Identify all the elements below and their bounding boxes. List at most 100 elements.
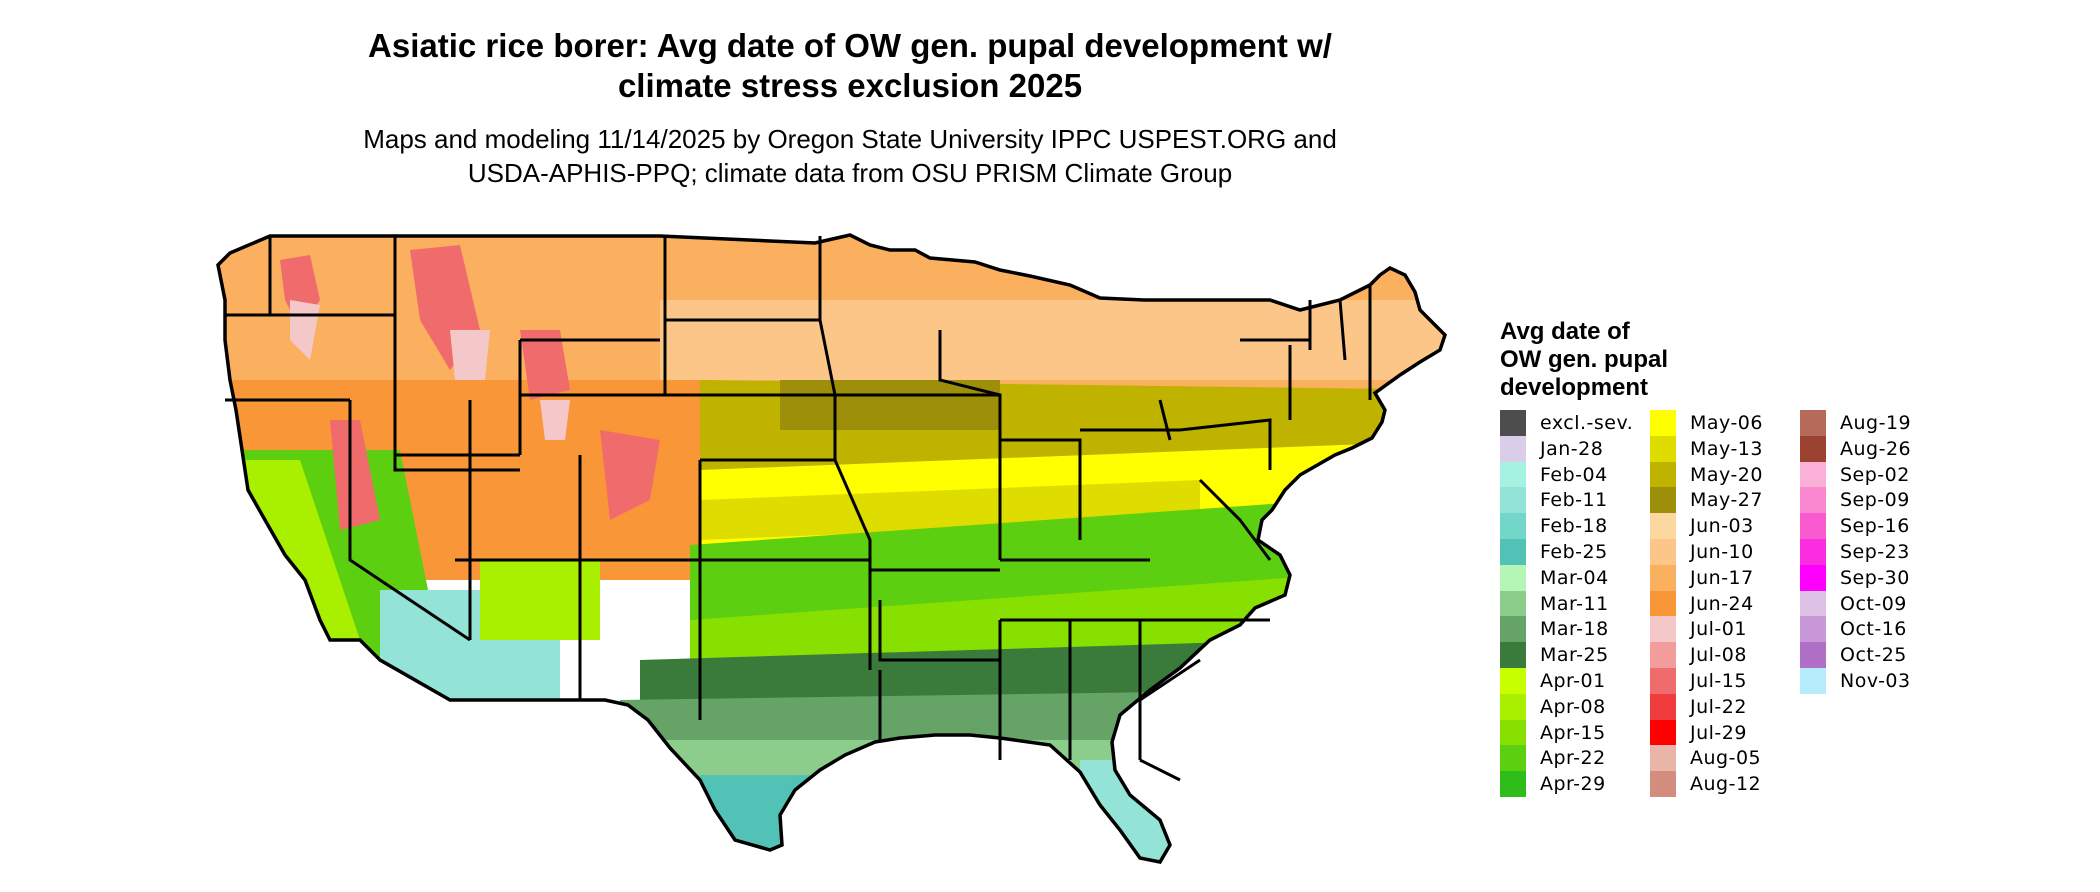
legend-label: May-13 — [1690, 437, 1763, 460]
legend-swatch — [1650, 435, 1676, 462]
legend-item: Aug-26 — [1800, 435, 1950, 462]
legend-label: Sep-09 — [1840, 489, 1910, 512]
legend-item: Oct-25 — [1800, 642, 1950, 668]
legend-label: Jul-15 — [1690, 669, 1747, 692]
az-lime-band — [480, 560, 600, 640]
legend-label: Nov-03 — [1840, 669, 1911, 692]
legend-swatch — [1500, 410, 1526, 436]
legend-item: Jun-24 — [1650, 590, 1800, 617]
map-subtitle-line-2: USDA-APHIS-PPQ; climate data from OSU PR… — [467, 158, 1233, 188]
legend-swatch — [1500, 487, 1526, 514]
legend-swatch — [1500, 667, 1526, 694]
legend-swatch — [1650, 771, 1676, 797]
legend-item: Apr-08 — [1500, 693, 1650, 720]
map-title-line-1: Asiatic rice borer: Avg date of OW gen. … — [368, 27, 1332, 64]
legend-item: May-13 — [1650, 435, 1800, 462]
legend-swatch — [1800, 538, 1826, 565]
legend-item: Feb-25 — [1500, 538, 1650, 565]
legend-item: May-27 — [1650, 487, 1800, 514]
legend-label: May-27 — [1690, 489, 1763, 512]
us-map — [216, 233, 1447, 864]
legend-item: Apr-01 — [1500, 667, 1650, 694]
legend-label: Sep-23 — [1840, 540, 1910, 563]
legend-label: Feb-25 — [1540, 540, 1608, 563]
legend-label: Mar-11 — [1540, 592, 1609, 615]
legend-swatch — [1800, 461, 1826, 488]
legend-title-line-3: development — [1500, 374, 1649, 401]
west-mountain-red — [280, 245, 660, 530]
legend-swatch — [1800, 642, 1826, 668]
legend-title-line-2: OW gen. pupal — [1500, 346, 1668, 373]
legend-label: excl.-sev. — [1540, 412, 1634, 434]
legend-swatch — [1800, 435, 1826, 462]
legend-swatch — [1500, 693, 1526, 720]
legend-swatch — [1500, 435, 1526, 462]
legend-label: Jul-08 — [1690, 644, 1747, 667]
legend-label: Oct-09 — [1840, 592, 1907, 615]
legend-label: May-06 — [1690, 412, 1763, 434]
legend-item: Aug-05 — [1650, 745, 1800, 772]
legend-swatch — [1800, 513, 1826, 539]
north-light-band — [660, 300, 1445, 380]
legend-item: May-06 — [1650, 410, 1800, 436]
legend-swatch — [1650, 487, 1676, 514]
legend-item: Jul-01 — [1650, 616, 1800, 643]
legend-label: Aug-19 — [1840, 412, 1912, 434]
legend-item: Sep-02 — [1800, 461, 1950, 488]
legend-swatch — [1650, 616, 1676, 643]
legend-label: Mar-18 — [1540, 618, 1609, 641]
legend-swatch — [1650, 667, 1676, 694]
legend-item: Jun-17 — [1650, 564, 1800, 591]
legend-label: Mar-25 — [1540, 644, 1609, 667]
legend-item: Jul-08 — [1650, 642, 1800, 668]
legend-item: May-20 — [1650, 461, 1800, 488]
legend-item: Apr-22 — [1500, 745, 1650, 772]
legend-column: excl.-sev. Jan-28 Feb-04 Feb-11 Feb-18 Feb-25… — [1500, 410, 1650, 797]
legend-swatch — [1800, 487, 1826, 514]
legend-swatch — [1650, 719, 1676, 746]
legend-label: Aug-26 — [1840, 437, 1912, 460]
legend-label: Jul-01 — [1690, 618, 1747, 641]
legend-swatch — [1650, 461, 1676, 488]
map-title: Asiatic rice borer: Avg date of OW gen. … — [300, 26, 1400, 106]
legend-item: Nov-03 — [1800, 667, 1950, 694]
legend-item: Mar-25 — [1500, 642, 1650, 668]
legend-label: Mar-04 — [1540, 566, 1609, 589]
legend-swatch — [1650, 564, 1676, 591]
legend-item: Apr-15 — [1500, 719, 1650, 746]
legend-item: Oct-09 — [1800, 590, 1950, 617]
legend-item: Jan-28 — [1500, 435, 1650, 462]
legend-item: Aug-12 — [1650, 771, 1800, 797]
map-subtitle-line-1: Maps and modeling 11/14/2025 by Oregon S… — [363, 124, 1337, 154]
state-borders — [225, 236, 1372, 782]
teal-light-band — [1080, 760, 1200, 862]
legend-swatch — [1500, 590, 1526, 617]
legend-label: Jun-24 — [1690, 592, 1754, 615]
legend-swatch — [1500, 745, 1526, 772]
legend-item: Jun-10 — [1650, 538, 1800, 565]
legend-item: Jul-22 — [1650, 693, 1800, 720]
legend-item: Sep-30 — [1800, 564, 1950, 591]
legend-label: Jun-03 — [1690, 515, 1754, 538]
legend-label: Apr-22 — [1540, 747, 1606, 770]
map-legend: excl.-sev. Jan-28 Feb-04 Feb-11 Feb-18 Feb-25… — [1500, 410, 1960, 810]
legend-swatch — [1500, 616, 1526, 643]
map-title-line-2: climate stress exclusion 2025 — [617, 67, 1083, 104]
legend-swatch — [1800, 667, 1826, 694]
legend-swatch — [1500, 461, 1526, 488]
legend-label: Aug-05 — [1690, 747, 1762, 770]
legend-label: Jul-29 — [1690, 721, 1747, 744]
legend-column: Aug-19 Aug-26 Sep-02 Sep-09 Sep-16 Sep-23 Sep-… — [1800, 410, 1950, 694]
legend-swatch — [1500, 642, 1526, 668]
legend-item: Feb-18 — [1500, 513, 1650, 539]
legend-column: May-06 May-13 May-20 May-27 Jun-03 Jun-10 Jun-… — [1650, 410, 1800, 797]
legend-item: Feb-04 — [1500, 461, 1650, 488]
legend-label: Jun-17 — [1690, 566, 1754, 589]
legend-item: excl.-sev. — [1500, 410, 1650, 436]
legend-title: Avg date of OW gen. pupal development — [1500, 318, 1760, 402]
legend-swatch — [1800, 564, 1826, 591]
legend-label: Jun-10 — [1690, 540, 1754, 563]
legend-label: Feb-18 — [1540, 515, 1608, 538]
legend-label: Sep-02 — [1840, 463, 1910, 486]
legend-item: Jun-03 — [1650, 513, 1800, 539]
